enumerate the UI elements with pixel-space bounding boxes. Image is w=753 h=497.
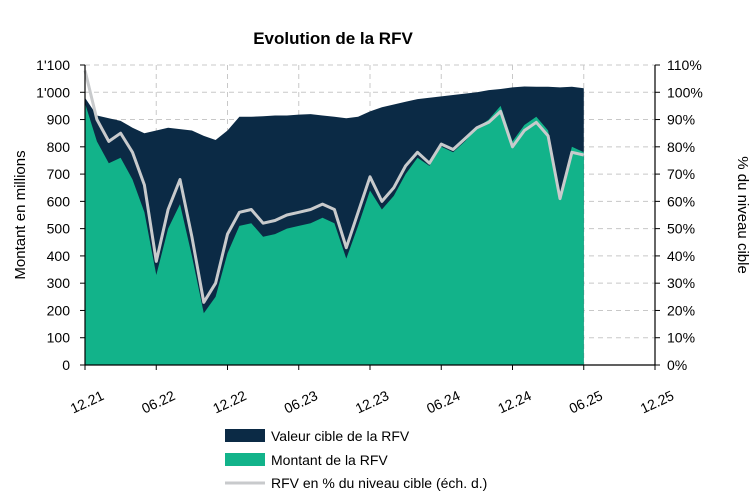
y-left-tick-label: 1'100 [36, 57, 70, 73]
y-right-tick-label: 80% [667, 139, 695, 155]
y-right-tick-label: 100% [667, 84, 703, 100]
x-tick-label: 06.22 [139, 387, 178, 416]
x-tick-label: 06.25 [566, 387, 605, 416]
series-area-amount [85, 103, 584, 365]
y-left-tick-label: 0 [62, 357, 70, 373]
chart-title: Evolution de la RFV [253, 29, 413, 48]
x-tick-label: 12.25 [638, 387, 677, 416]
y-right-axis-label: % du niveau cible [734, 156, 751, 274]
y-left-tick-label: 800 [47, 139, 71, 155]
y-left-tick-label: 200 [47, 302, 71, 318]
series-line-ratio [83, 70, 585, 304]
y-right-tick-label: 110% [667, 57, 702, 73]
x-tick-label: 12.21 [68, 387, 107, 416]
y-right-tick-label: 90% [667, 112, 695, 128]
legend: Valeur cible de la RFV Montant de la RFV… [225, 428, 487, 491]
x-tick-label: 06.24 [424, 387, 463, 416]
y-right-tick-label: 60% [667, 193, 695, 209]
x-tick-label: 12.22 [210, 387, 249, 416]
y-right-tick-label: 30% [667, 275, 695, 291]
y-left-axis-label: Montant en millions [12, 150, 29, 279]
x-tick-label: 12.23 [353, 387, 392, 416]
axes [80, 64, 660, 370]
y-right-tick-label: 10% [667, 330, 695, 346]
legend-swatch-target [225, 429, 265, 442]
y-right-tick-label: 20% [667, 302, 695, 318]
plot-areas [83, 70, 585, 365]
y-right-tick-label: 40% [667, 248, 695, 264]
y-left-tick-label: 300 [47, 275, 71, 291]
x-tick-label: 12.24 [495, 387, 534, 416]
legend-label-target: Valeur cible de la RFV [271, 428, 410, 444]
y-left-tick-labels: 0 100 200 300 400 500 600 700 800 900 1'000 1'100 [36, 57, 70, 373]
legend-label-amount: Montant de la RFV [271, 452, 388, 468]
legend-label-ratio: RFV en % du niveau cible (éch. d.) [271, 475, 487, 491]
y-right-tick-label: 0% [667, 357, 687, 373]
x-tick-labels: 12.21 06.22 12.22 06.23 12.23 06.24 12.24 06.25… [68, 387, 677, 416]
legend-swatch-amount [225, 453, 265, 466]
y-right-tick-label: 70% [667, 166, 695, 182]
y-left-tick-label: 100 [47, 330, 71, 346]
x-tick-label: 06.23 [281, 387, 320, 416]
y-left-tick-label: 400 [47, 248, 71, 264]
y-left-tick-label: 1'000 [36, 84, 70, 100]
y-left-tick-label: 900 [47, 112, 71, 128]
y-left-tick-label: 500 [47, 221, 71, 237]
y-left-tick-label: 600 [47, 193, 71, 209]
y-right-tick-label: 50% [667, 221, 695, 237]
y-right-tick-labels: 0% 10% 20% 30% 40% 50% 60% 70% 80% 90% 100% 110% [667, 57, 703, 373]
y-left-tick-label: 700 [47, 166, 71, 182]
